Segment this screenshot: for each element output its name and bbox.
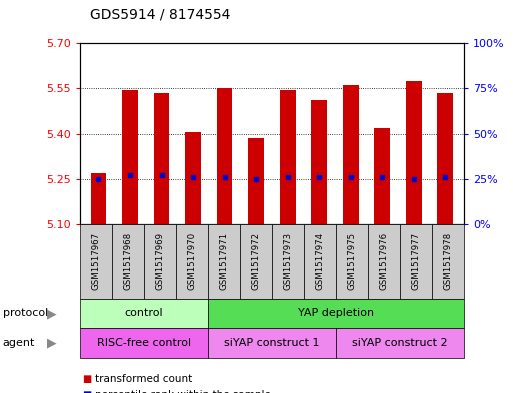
Bar bbox=[311, 101, 327, 224]
Text: agent: agent bbox=[3, 338, 35, 348]
Text: GSM1517972: GSM1517972 bbox=[251, 232, 261, 290]
Text: GSM1517977: GSM1517977 bbox=[411, 232, 421, 290]
Text: GSM1517976: GSM1517976 bbox=[380, 232, 389, 290]
Bar bbox=[122, 90, 138, 224]
Bar bbox=[91, 173, 106, 224]
Text: GSM1517971: GSM1517971 bbox=[219, 232, 228, 290]
Text: GSM1517969: GSM1517969 bbox=[155, 232, 164, 290]
Text: YAP depletion: YAP depletion bbox=[298, 309, 374, 318]
Bar bbox=[185, 132, 201, 224]
Text: ▶: ▶ bbox=[47, 307, 56, 320]
Text: GSM1517970: GSM1517970 bbox=[187, 232, 196, 290]
Text: control: control bbox=[124, 309, 163, 318]
Bar bbox=[153, 93, 169, 224]
Bar bbox=[248, 138, 264, 224]
Text: GSM1517975: GSM1517975 bbox=[347, 232, 357, 290]
Text: ■: ■ bbox=[82, 390, 91, 393]
Bar bbox=[374, 128, 390, 224]
Text: GSM1517974: GSM1517974 bbox=[315, 232, 325, 290]
Bar bbox=[438, 93, 453, 224]
Bar bbox=[406, 81, 422, 224]
Bar bbox=[280, 90, 295, 224]
Text: protocol: protocol bbox=[3, 309, 48, 318]
Bar bbox=[343, 85, 359, 224]
Text: GSM1517978: GSM1517978 bbox=[444, 232, 453, 290]
Text: GSM1517968: GSM1517968 bbox=[123, 232, 132, 290]
Text: RISC-free control: RISC-free control bbox=[96, 338, 191, 348]
Text: GSM1517973: GSM1517973 bbox=[283, 232, 292, 290]
Text: siYAP construct 1: siYAP construct 1 bbox=[224, 338, 320, 348]
Bar bbox=[216, 88, 232, 224]
Text: percentile rank within the sample: percentile rank within the sample bbox=[95, 390, 271, 393]
Text: GDS5914 / 8174554: GDS5914 / 8174554 bbox=[90, 7, 230, 22]
Text: GSM1517967: GSM1517967 bbox=[91, 232, 100, 290]
Text: ■: ■ bbox=[82, 374, 91, 384]
Text: siYAP construct 2: siYAP construct 2 bbox=[352, 338, 448, 348]
Text: transformed count: transformed count bbox=[95, 374, 192, 384]
Text: ▶: ▶ bbox=[47, 336, 56, 349]
